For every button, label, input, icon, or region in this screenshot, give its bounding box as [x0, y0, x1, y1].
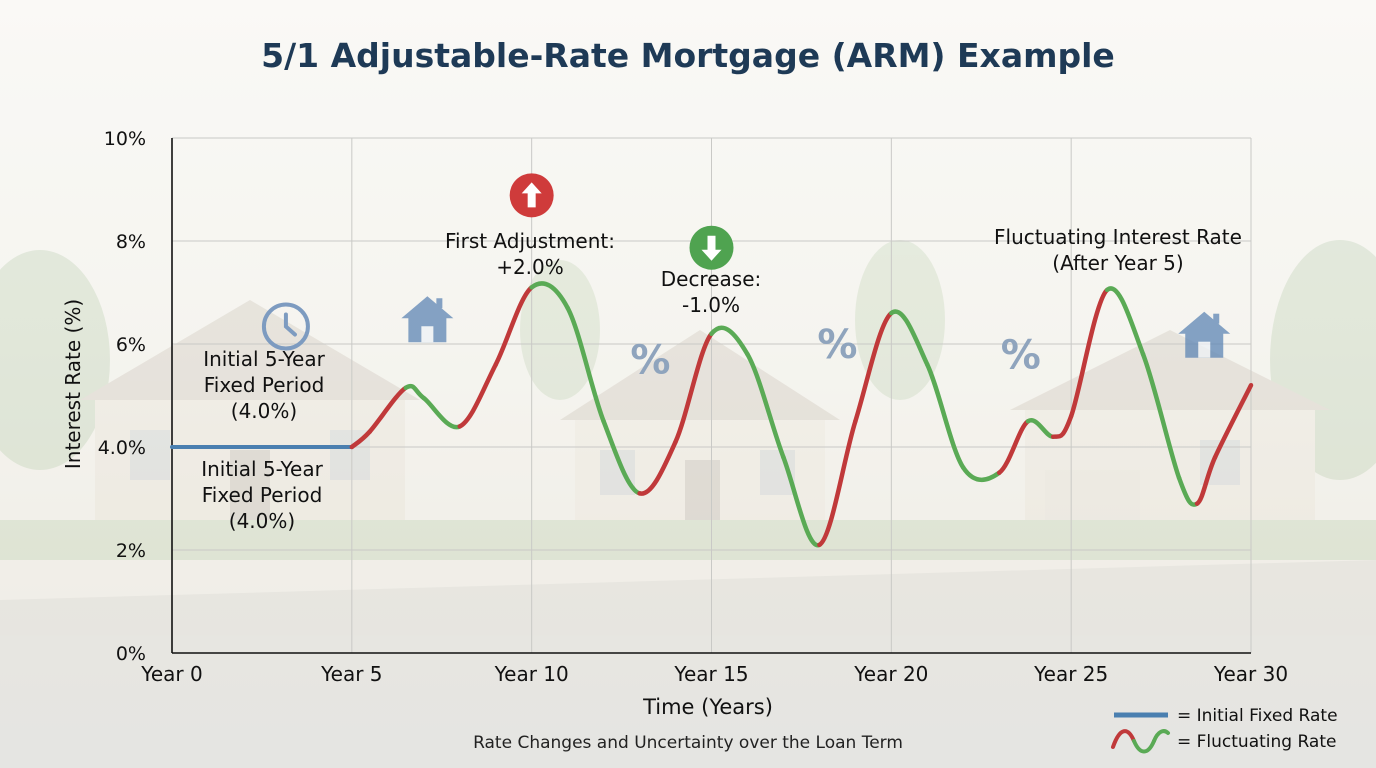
series-segment-falling: [403, 383, 427, 401]
gridlines: [172, 137, 1252, 653]
annotation: Fluctuating Interest Rate(After Year 5): [994, 225, 1242, 275]
chart-subtitle: Rate Changes and Uncertainty over the Lo…: [473, 733, 903, 753]
series-segment-rising: [457, 362, 498, 429]
series-segment-falling: [565, 305, 606, 424]
legend-label: = Initial Fixed Rate: [1177, 706, 1338, 726]
annotation-text: Fixed Period: [204, 373, 325, 397]
arrow-up-icon: [509, 173, 554, 218]
annotation-text: (4.0%): [229, 509, 295, 533]
annotation-text: First Adjustment:: [445, 229, 615, 253]
annotation-text: (After Year 5): [1052, 251, 1183, 275]
clock-icon: [261, 302, 310, 351]
annotation-text: Decrease:: [661, 267, 762, 291]
series-segment-rising: [817, 419, 858, 548]
annotation: Decrease:-1.0%: [661, 225, 762, 317]
percent-icon: %: [1001, 332, 1041, 378]
series-segment-rising: [853, 310, 894, 424]
annotation-text: Initial 5-Year: [201, 457, 323, 481]
y-tick-label: 10%: [104, 128, 146, 150]
annotation-text: +2.0%: [496, 255, 564, 279]
series-segment-falling: [1104, 286, 1146, 357]
series-segment-rising: [673, 331, 714, 445]
series-lines: [170, 281, 1254, 548]
y-tick-label: 0%: [116, 643, 146, 665]
annotation-text: Fixed Period: [202, 483, 323, 507]
x-tick-label: Year 15: [673, 662, 748, 686]
series-segment-falling: [529, 281, 570, 311]
series-segment-rising: [1212, 382, 1254, 460]
annotation-text: Initial 5-Year: [203, 347, 325, 371]
chart-title: 5/1 Adjustable-Rate Mortgage (ARM) Examp…: [261, 36, 1115, 75]
y-tick-label: 4.0%: [98, 437, 146, 459]
annotation: First Adjustment:+2.0%: [445, 173, 615, 279]
series-segment-falling: [601, 419, 642, 496]
series-segment-rising: [1068, 287, 1110, 419]
house-icon: [1178, 311, 1231, 358]
series-segment-falling: [709, 325, 750, 357]
percent-icon: %: [817, 322, 857, 368]
series-segment-falling: [889, 309, 930, 367]
y-tick-label: 2%: [116, 540, 146, 562]
decorative-icons: %%%: [401, 296, 1231, 383]
axes: [171, 138, 1251, 654]
percent-icon: %: [630, 337, 670, 383]
series-segment-rising: [1050, 413, 1074, 439]
annotations: First Adjustment:+2.0% Decrease:-1.0% Fluc…: [201, 173, 1242, 533]
series-segment-rising: [996, 419, 1031, 475]
legend-wave-icon: [1111, 729, 1170, 754]
series-segment-falling: [421, 395, 462, 430]
annotation-text: Fluctuating Interest Rate: [994, 225, 1242, 249]
x-tick-label: Year 10: [494, 662, 569, 686]
series-line-fluctuating-rate: [349, 281, 1254, 548]
y-axis-label: Interest Rate (%): [61, 299, 85, 469]
x-tick-label: Year 30: [1213, 662, 1288, 686]
legend-item: = Fluctuating Rate: [1111, 729, 1336, 754]
x-tick-label: Year 0: [140, 662, 202, 686]
x-axis-label: Time (Years): [642, 695, 773, 719]
series-segment-falling: [925, 362, 966, 470]
annotation-text: -1.0%: [682, 293, 740, 317]
legend: = Initial Fixed Rate = Fluctuating Rate: [1111, 706, 1338, 754]
x-tick-label: Year 20: [853, 662, 928, 686]
series-segment-falling: [745, 352, 786, 460]
series-segment-rising: [349, 429, 373, 450]
y-tick-label: 6%: [116, 334, 146, 356]
legend-label: = Fluctuating Rate: [1177, 732, 1336, 752]
series-segment-rising: [1194, 455, 1218, 506]
series-segment-falling: [1140, 352, 1182, 481]
legend-item: = Initial Fixed Rate: [1114, 706, 1338, 726]
series-segment-rising: [367, 385, 409, 434]
y-tick-label: 8%: [116, 231, 146, 253]
x-tick-label: Year 25: [1033, 662, 1108, 686]
house-icon: [401, 296, 454, 343]
series-segment-falling: [781, 455, 822, 548]
series-segment-rising: [493, 285, 534, 367]
series-segment-rising: [637, 439, 678, 496]
annotation-text: (4.0%): [231, 399, 297, 423]
series-segment-falling: [961, 465, 1002, 483]
arrow-down-icon: [689, 225, 734, 270]
x-tick-label: Year 5: [320, 662, 382, 686]
tick-labels: 0% 2% 4.0% 6% 8% 10% Year 0 Year 5 Year 10 Year 1…: [98, 128, 1288, 686]
